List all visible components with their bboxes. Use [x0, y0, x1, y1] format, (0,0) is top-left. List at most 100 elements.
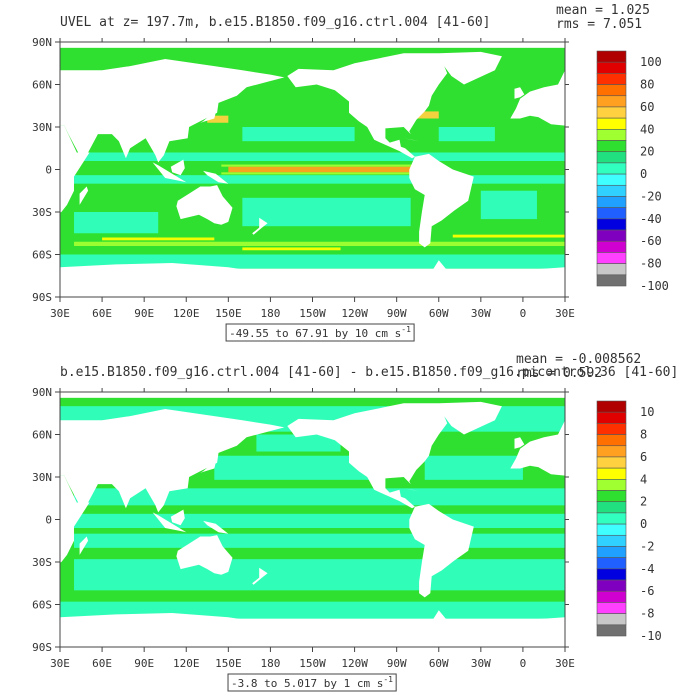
colorbar-swatch: [596, 162, 627, 175]
colorbar-label: -100: [640, 279, 669, 293]
colorbar-label: -60: [640, 234, 662, 248]
x-tick-label: 150W: [299, 307, 326, 320]
colorbar-label: 80: [640, 78, 654, 92]
land-mask: [176, 535, 233, 575]
land-mask: [60, 409, 285, 513]
x-tick-label: 60E: [92, 307, 112, 320]
land-mask: [438, 51, 502, 85]
x-tick-label: 90E: [134, 657, 154, 670]
colorbar-swatch: [596, 252, 627, 264]
colorbar-swatch: [596, 534, 627, 547]
colorbar-swatch: [596, 50, 627, 63]
anomaly-band: [74, 212, 159, 234]
land-mask: [152, 512, 187, 533]
x-tick-label: 30E: [555, 657, 575, 670]
colorbar-swatch: [596, 263, 627, 276]
x-tick-label: 180: [260, 657, 280, 670]
colorbar-swatch: [596, 207, 627, 220]
stat-rms: rms = 0.592: [516, 366, 602, 381]
colorbar-label: -8: [640, 607, 654, 621]
anomaly-band: [74, 513, 565, 528]
chart-title: b.e15.B1850.f09_g16.ctrl.004 [41-60] - b…: [60, 365, 678, 380]
colorbar-swatch: [596, 579, 627, 592]
land-mask: [152, 162, 187, 183]
colorbar-label: -6: [640, 584, 654, 598]
anomaly-band: [74, 533, 565, 548]
x-tick-label: 30W: [471, 657, 491, 670]
colorbar-swatch: [596, 106, 627, 119]
colorbar-swatch: [596, 117, 627, 130]
unit-exponent: -1: [401, 325, 411, 334]
colorbar-label: 60: [640, 100, 654, 114]
land-mask: [203, 170, 229, 184]
y-tick-label: 30S: [32, 206, 52, 219]
range-box-frame: [227, 673, 397, 692]
x-tick-label: 120E: [173, 657, 200, 670]
land-mask: [200, 107, 218, 123]
y-tick-label: 90S: [32, 641, 52, 654]
colorbar-label: 20: [640, 145, 654, 159]
colorbar-swatch: [596, 467, 627, 480]
colorbar-label: 10: [640, 405, 654, 419]
land-mask: [170, 159, 185, 176]
land-mask: [170, 509, 185, 526]
land-mask: [514, 87, 525, 99]
colorbar-swatch: [596, 218, 627, 231]
colorbar-swatch: [596, 73, 627, 85]
colorbar-swatch: [596, 423, 627, 435]
colorbar-swatch: [596, 140, 627, 153]
x-tick-label: 30W: [471, 307, 491, 320]
land-mask: [252, 217, 268, 235]
colorbar-swatch: [596, 61, 627, 74]
colorbar-swatch: [596, 229, 627, 242]
colorbar-label: 2: [640, 495, 647, 509]
land-mask: [79, 536, 89, 555]
colorbar-label: -20: [640, 189, 662, 203]
colorbar-swatch: [596, 602, 627, 614]
land-mask: [514, 437, 525, 449]
y-tick-label: 90N: [32, 36, 52, 49]
stat-mean: mean = -0.008562: [516, 352, 641, 367]
polar-mask-south: [60, 268, 565, 297]
land-mask: [510, 420, 565, 476]
x-tick-label: 150W: [299, 657, 326, 670]
anomaly-band: [74, 559, 565, 591]
stat-mean: mean = 1.025: [556, 3, 650, 18]
colorbar-swatch: [596, 490, 627, 503]
x-tick-label: 0: [520, 657, 527, 670]
anomaly-band: [242, 127, 355, 142]
contour-range-label: -3.8 to 5.017 by 1 cm s-1: [231, 675, 393, 690]
anomaly-band: [74, 241, 565, 246]
colorbar-swatch: [596, 95, 627, 108]
chart-title: UVEL at z= 197.7m, b.e15.B1850.f09_g16.c…: [60, 15, 490, 30]
land-mask: [409, 153, 474, 248]
contour-range-box: -49.55 to 67.91 by 10 cm s-1: [225, 323, 415, 342]
anomaly-band: [102, 237, 215, 241]
unit-exponent: -1: [383, 675, 393, 684]
y-tick-label: 30S: [32, 556, 52, 569]
y-tick-label: 60N: [32, 429, 52, 442]
top-map-panel: 30E 60E 90E 120E 150E 180 150W 120W 90W 60W 30W 0 30…: [32, 3, 669, 342]
anomaly-band: [242, 247, 341, 251]
y-tick-label: 60N: [32, 79, 52, 92]
x-tick-label: 30E: [555, 307, 575, 320]
colorbar-swatch: [596, 456, 627, 469]
top-map-svg: 30E 60E 90E 120E 150E 180 150W 120W 90W 60W 30W 0 30…: [32, 3, 669, 342]
y-tick-label: 0: [45, 514, 52, 527]
ocean-field: [60, 392, 565, 647]
land-mask: [287, 53, 448, 159]
stat-rms: rms = 7.051: [556, 17, 642, 32]
colorbar-swatch: [596, 624, 627, 637]
land-mask: [60, 475, 90, 563]
land-mask: [60, 59, 285, 163]
y-tick-label: 90N: [32, 386, 52, 399]
colorbar-swatch: [596, 400, 627, 413]
colorbar-label: 8: [640, 428, 647, 442]
land-mask: [409, 503, 474, 598]
land-mask: [438, 401, 502, 435]
colorbar-swatch: [596, 184, 627, 197]
ocean-field: [60, 42, 565, 297]
land-mask: [200, 457, 218, 473]
colorbar-swatch: [596, 173, 627, 186]
x-tick-label: 90W: [387, 657, 407, 670]
